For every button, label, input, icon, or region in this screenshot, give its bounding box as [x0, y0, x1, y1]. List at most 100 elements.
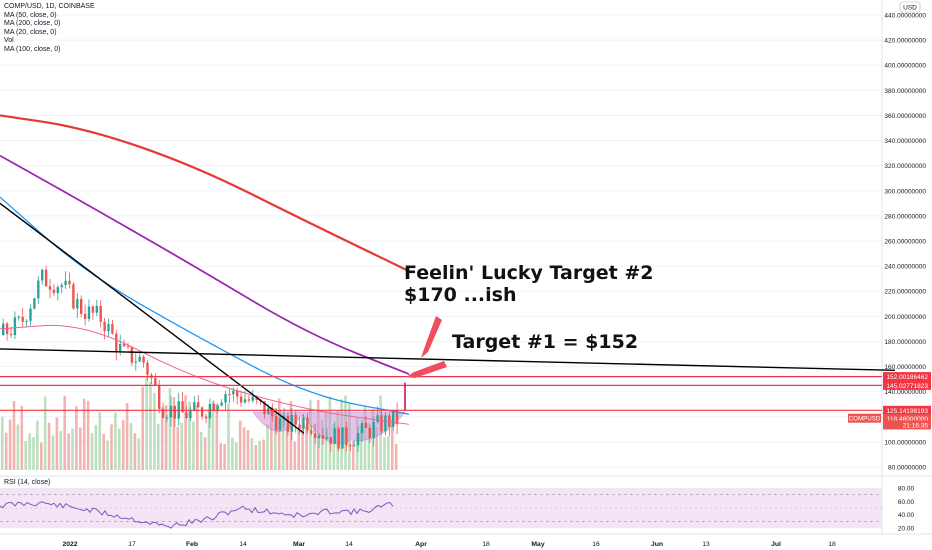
volume-bar [289, 400, 293, 470]
candle-body [204, 416, 208, 419]
price-tag-label: 152.00186462 [886, 374, 928, 381]
candle-body [142, 356, 145, 363]
candle-body [275, 416, 278, 431]
legend-ma50[interactable]: MA (50, close, 0) [4, 11, 57, 19]
horizontal-resistance-line [0, 348, 895, 372]
legend-ma100[interactable]: MA (100, close, 0) [4, 45, 61, 53]
volume-bar [199, 431, 203, 470]
target2-arrow [421, 316, 442, 358]
volume-bar [90, 433, 94, 470]
volume-bar [160, 407, 164, 470]
candle-body [310, 430, 313, 434]
candle-body [247, 399, 251, 401]
candle-body [236, 390, 239, 397]
legend-ma20[interactable]: MA (20, close, 0) [4, 28, 57, 36]
candle-body [392, 410, 395, 427]
candle-body [298, 424, 301, 429]
volume-bar [94, 424, 98, 470]
candle-body [111, 323, 114, 334]
volume-bar [12, 401, 16, 470]
candle-body [349, 445, 352, 447]
price-axis-label: 200.00000000 [884, 314, 926, 321]
volume-bar [238, 420, 242, 470]
price-axis-label: 400.00000000 [884, 63, 926, 70]
candle-body [220, 402, 223, 406]
legend-ma200[interactable]: MA (200, close, 0) [4, 20, 61, 28]
price-tag-label: 118.46000000 [887, 416, 928, 423]
volume-bar [227, 403, 230, 470]
candle-body [181, 401, 184, 413]
candle-body [306, 417, 309, 431]
candlesticks [2, 265, 399, 453]
candle-body [122, 343, 126, 347]
time-axis-label: 17 [128, 541, 136, 548]
volume-bar [188, 401, 191, 470]
rsi-axis-label: 80.00 [898, 486, 915, 493]
volume-bar [153, 392, 156, 470]
time-axis-label: 18 [828, 541, 836, 548]
volume-bar [223, 443, 226, 470]
volume-bar [141, 386, 144, 470]
rsi-title[interactable]: RSI (14, close) [4, 479, 51, 486]
candle-body [251, 396, 254, 401]
volume-bar [24, 441, 27, 470]
candle-body [103, 321, 106, 332]
candle-body [395, 410, 399, 425]
price-tag [883, 414, 931, 424]
candle-body [21, 316, 24, 322]
candle-body [356, 433, 360, 446]
candle-body [83, 313, 87, 320]
candle-body [302, 417, 305, 429]
legend-vol[interactable]: Vol [4, 37, 14, 45]
rsi-axis: 80.00 60.00 40.00 20.00 [898, 486, 915, 533]
volume-bar [258, 440, 261, 470]
symbol-tag-label: COMPUSD [849, 416, 881, 423]
candle-body [99, 305, 102, 322]
candle-body [314, 433, 317, 439]
volume-bar [55, 417, 59, 470]
time-axis-label: Jul [771, 541, 781, 548]
volume-bar [106, 440, 109, 470]
volume-bar [168, 388, 172, 470]
volume-bar [59, 430, 63, 470]
volume-bar [40, 442, 43, 470]
candle-body [228, 394, 231, 396]
volume-bar [82, 398, 86, 470]
volume-bar [215, 403, 219, 470]
price-tag [883, 405, 931, 415]
volume-bar [32, 437, 35, 470]
candle-body [56, 287, 59, 294]
volume-bar [121, 420, 125, 470]
volume-bar [266, 424, 269, 470]
volume-bar [118, 428, 121, 470]
time-axis-label: Apr [415, 541, 427, 548]
volume-bar [43, 396, 47, 470]
legend-symbol[interactable]: COMP/USD, 1D, COINBASE [4, 3, 95, 10]
candle-body [212, 403, 215, 411]
volume-bar [75, 406, 78, 470]
volume-bar [383, 437, 386, 470]
price-tag-label: 21:16:35 [903, 422, 929, 429]
candle-body [41, 269, 44, 281]
volume-bar [297, 429, 300, 470]
volume-bar [36, 420, 39, 470]
volume-bar [285, 427, 289, 470]
volume-bar [51, 435, 55, 470]
volume-bar [320, 420, 324, 470]
volume-bar [250, 438, 254, 470]
time-axis-label: May [531, 541, 544, 548]
volume-bar [309, 399, 312, 470]
volume-bar [246, 430, 250, 470]
candle-body [263, 401, 266, 415]
volume-bar [86, 400, 90, 470]
candle-body [317, 435, 321, 439]
candle-body [271, 407, 274, 417]
price-axis-label: 440.00000000 [884, 13, 926, 20]
candle-body [64, 280, 67, 286]
volume-bar [180, 422, 183, 470]
price-axis-label: 320.00000000 [884, 163, 926, 170]
volume-bar [293, 441, 297, 470]
volume-bar [313, 423, 316, 470]
ma-line-(20 [0, 324, 410, 425]
